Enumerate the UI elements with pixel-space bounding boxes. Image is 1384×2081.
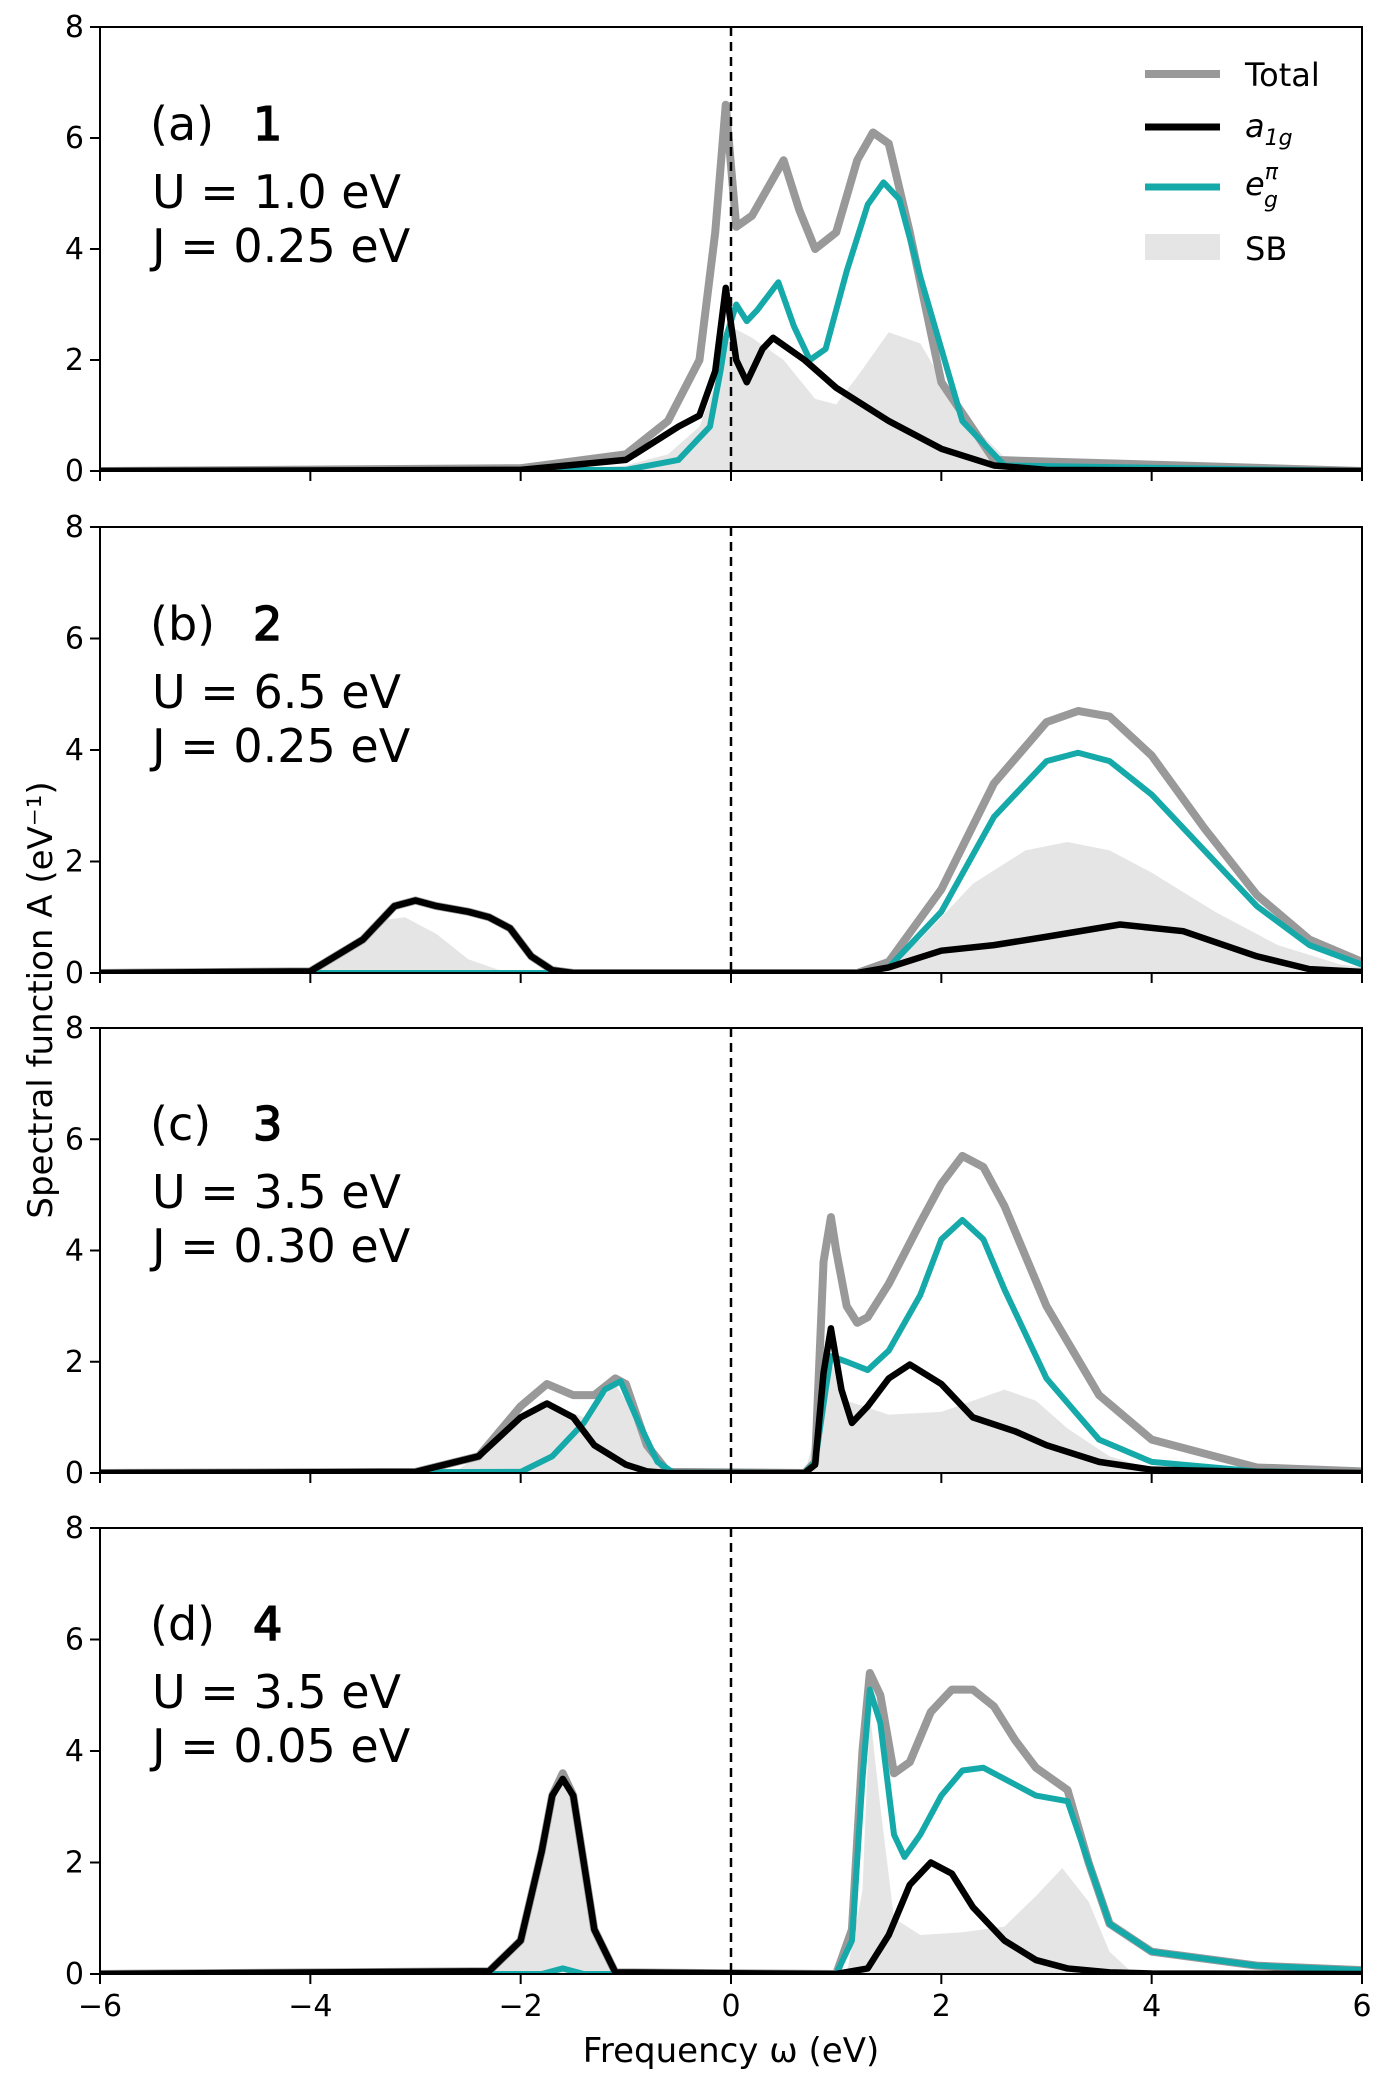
panel-d-xtick-label: −2 xyxy=(499,1989,543,2024)
panel-c-u-param: U = 3.5 eV xyxy=(152,1165,402,1219)
panel-c-plot xyxy=(100,1028,1362,1473)
panel-a-tag: (a) xyxy=(150,97,214,151)
legend-a1g-label: a1g xyxy=(1245,107,1293,151)
panel-d-xtick-label: 0 xyxy=(721,1989,740,2024)
panel-c-ytick-label: 6 xyxy=(65,1122,84,1157)
panel-a: 0 2 4 6 8 (a) 1 U = 1.0 eV J = 0.25 eV Total… xyxy=(65,10,1363,489)
legend-total-label: Total xyxy=(1244,56,1320,94)
panel-c-series-total-line xyxy=(100,1151,1362,1473)
panel-c-series-a1g-line xyxy=(100,1325,1362,1473)
panel-d-plot xyxy=(100,1528,1362,1974)
panel-b-ytick-label: 4 xyxy=(65,733,84,768)
panel-b-marker: 2 xyxy=(253,597,282,651)
panel-b-ytick-label: 6 xyxy=(65,622,84,657)
legend: Total a1g eπ g SB xyxy=(1145,56,1320,268)
panel-c-tag: (c) xyxy=(150,1097,211,1151)
y-axis-label: Spectral function A (eV⁻¹) xyxy=(21,781,61,1218)
panel-a-series-a1g-line xyxy=(100,284,1362,471)
panel-b-ytick-label: 8 xyxy=(65,510,84,545)
panel-b-j-param: J = 0.25 eV xyxy=(149,719,411,773)
panel-d-ytick-label: 8 xyxy=(65,1511,84,1546)
panel-d-j-param: J = 0.05 eV xyxy=(149,1719,411,1773)
panel-c-marker: 3 xyxy=(253,1097,282,1151)
panel-c-j-param: J = 0.30 eV xyxy=(149,1219,411,1273)
panel-c: 0 2 4 6 8 (c) 3 U = 3.5 eV J = 0.30 eV xyxy=(65,1011,1363,1491)
panel-a-plot xyxy=(100,27,1362,471)
panel-c-axes: 0 2 4 6 8 xyxy=(65,1011,1363,1491)
panel-d-xtick-label: 2 xyxy=(932,1989,951,2024)
panel-a-ytick-label: 4 xyxy=(65,232,84,267)
panel-d-marker: 4 xyxy=(253,1597,282,1651)
panel-a-ytick-label: 2 xyxy=(65,343,84,378)
panel-a-ytick-label: 8 xyxy=(65,10,84,45)
panel-d-series-a1g-line xyxy=(100,1775,1362,1974)
panel-a-ytick-label: 0 xyxy=(65,454,84,489)
panel-b: 0 2 4 6 8 (b) 2 U = 6.5 eV J = 0.25 eV xyxy=(65,510,1363,991)
panel-c-ytick-label: 2 xyxy=(65,1345,84,1380)
panel-d-ytick-label: 0 xyxy=(65,1957,84,1992)
panel-c-ytick-label: 8 xyxy=(65,1011,84,1046)
panel-d-tag: (d) xyxy=(150,1597,215,1651)
panel-d-xtick-label: 4 xyxy=(1142,1989,1161,2024)
x-axis-label: Frequency ω (eV) xyxy=(583,2031,879,2071)
panel-c-ytick-label: 4 xyxy=(65,1234,84,1269)
panel-b-ytick-label: 0 xyxy=(65,956,84,991)
panel-d-axes: 0 2 4 6 8 −6 −4 −2 0 2 4 6 xyxy=(65,1511,1372,2024)
panel-d-xtick-label: 6 xyxy=(1352,1989,1371,2024)
panel-a-u-param: U = 1.0 eV xyxy=(152,165,402,219)
panel-a-marker: 1 xyxy=(253,97,282,151)
panel-d-ytick-label: 2 xyxy=(65,1846,84,1881)
panel-d-xtick-label: −6 xyxy=(78,1989,122,2024)
panel-d: 0 2 4 6 8 −6 −4 −2 0 2 4 6 (d) 4 U = 3.5 eV J = 0.0… xyxy=(65,1511,1372,2024)
panel-a-axes: 0 2 4 6 8 xyxy=(65,10,1363,489)
panel-b-ytick-label: 2 xyxy=(65,845,84,880)
panel-a-ytick-label: 6 xyxy=(65,121,84,156)
panel-b-u-param: U = 6.5 eV xyxy=(152,665,402,719)
panel-d-u-param: U = 3.5 eV xyxy=(152,1665,402,1719)
legend-eg-label: eπ g xyxy=(1245,160,1279,213)
legend-sb-label: SB xyxy=(1245,230,1287,268)
panel-c-ytick-label: 0 xyxy=(65,1456,84,1491)
panel-b-axes: 0 2 4 6 8 xyxy=(65,510,1363,991)
panel-a-j-param: J = 0.25 eV xyxy=(149,219,411,273)
panel-d-xtick-label: −4 xyxy=(288,1989,332,2024)
panel-d-ytick-label: 4 xyxy=(65,1734,84,1769)
panel-d-series-sb-area xyxy=(100,1711,1362,1974)
panel-d-ytick-label: 6 xyxy=(65,1623,84,1658)
panel-a-series-eg-line xyxy=(100,179,1362,471)
panel-b-series-a1g-line xyxy=(100,897,1362,973)
panel-b-series-sb-area xyxy=(100,841,1362,973)
panel-a-series-sb-area xyxy=(100,326,1362,471)
panel-d-series-eg-line xyxy=(100,1686,1362,1974)
panel-b-plot xyxy=(100,527,1362,973)
panel-b-tag: (b) xyxy=(150,597,215,651)
legend-sb-swatch xyxy=(1145,234,1220,260)
